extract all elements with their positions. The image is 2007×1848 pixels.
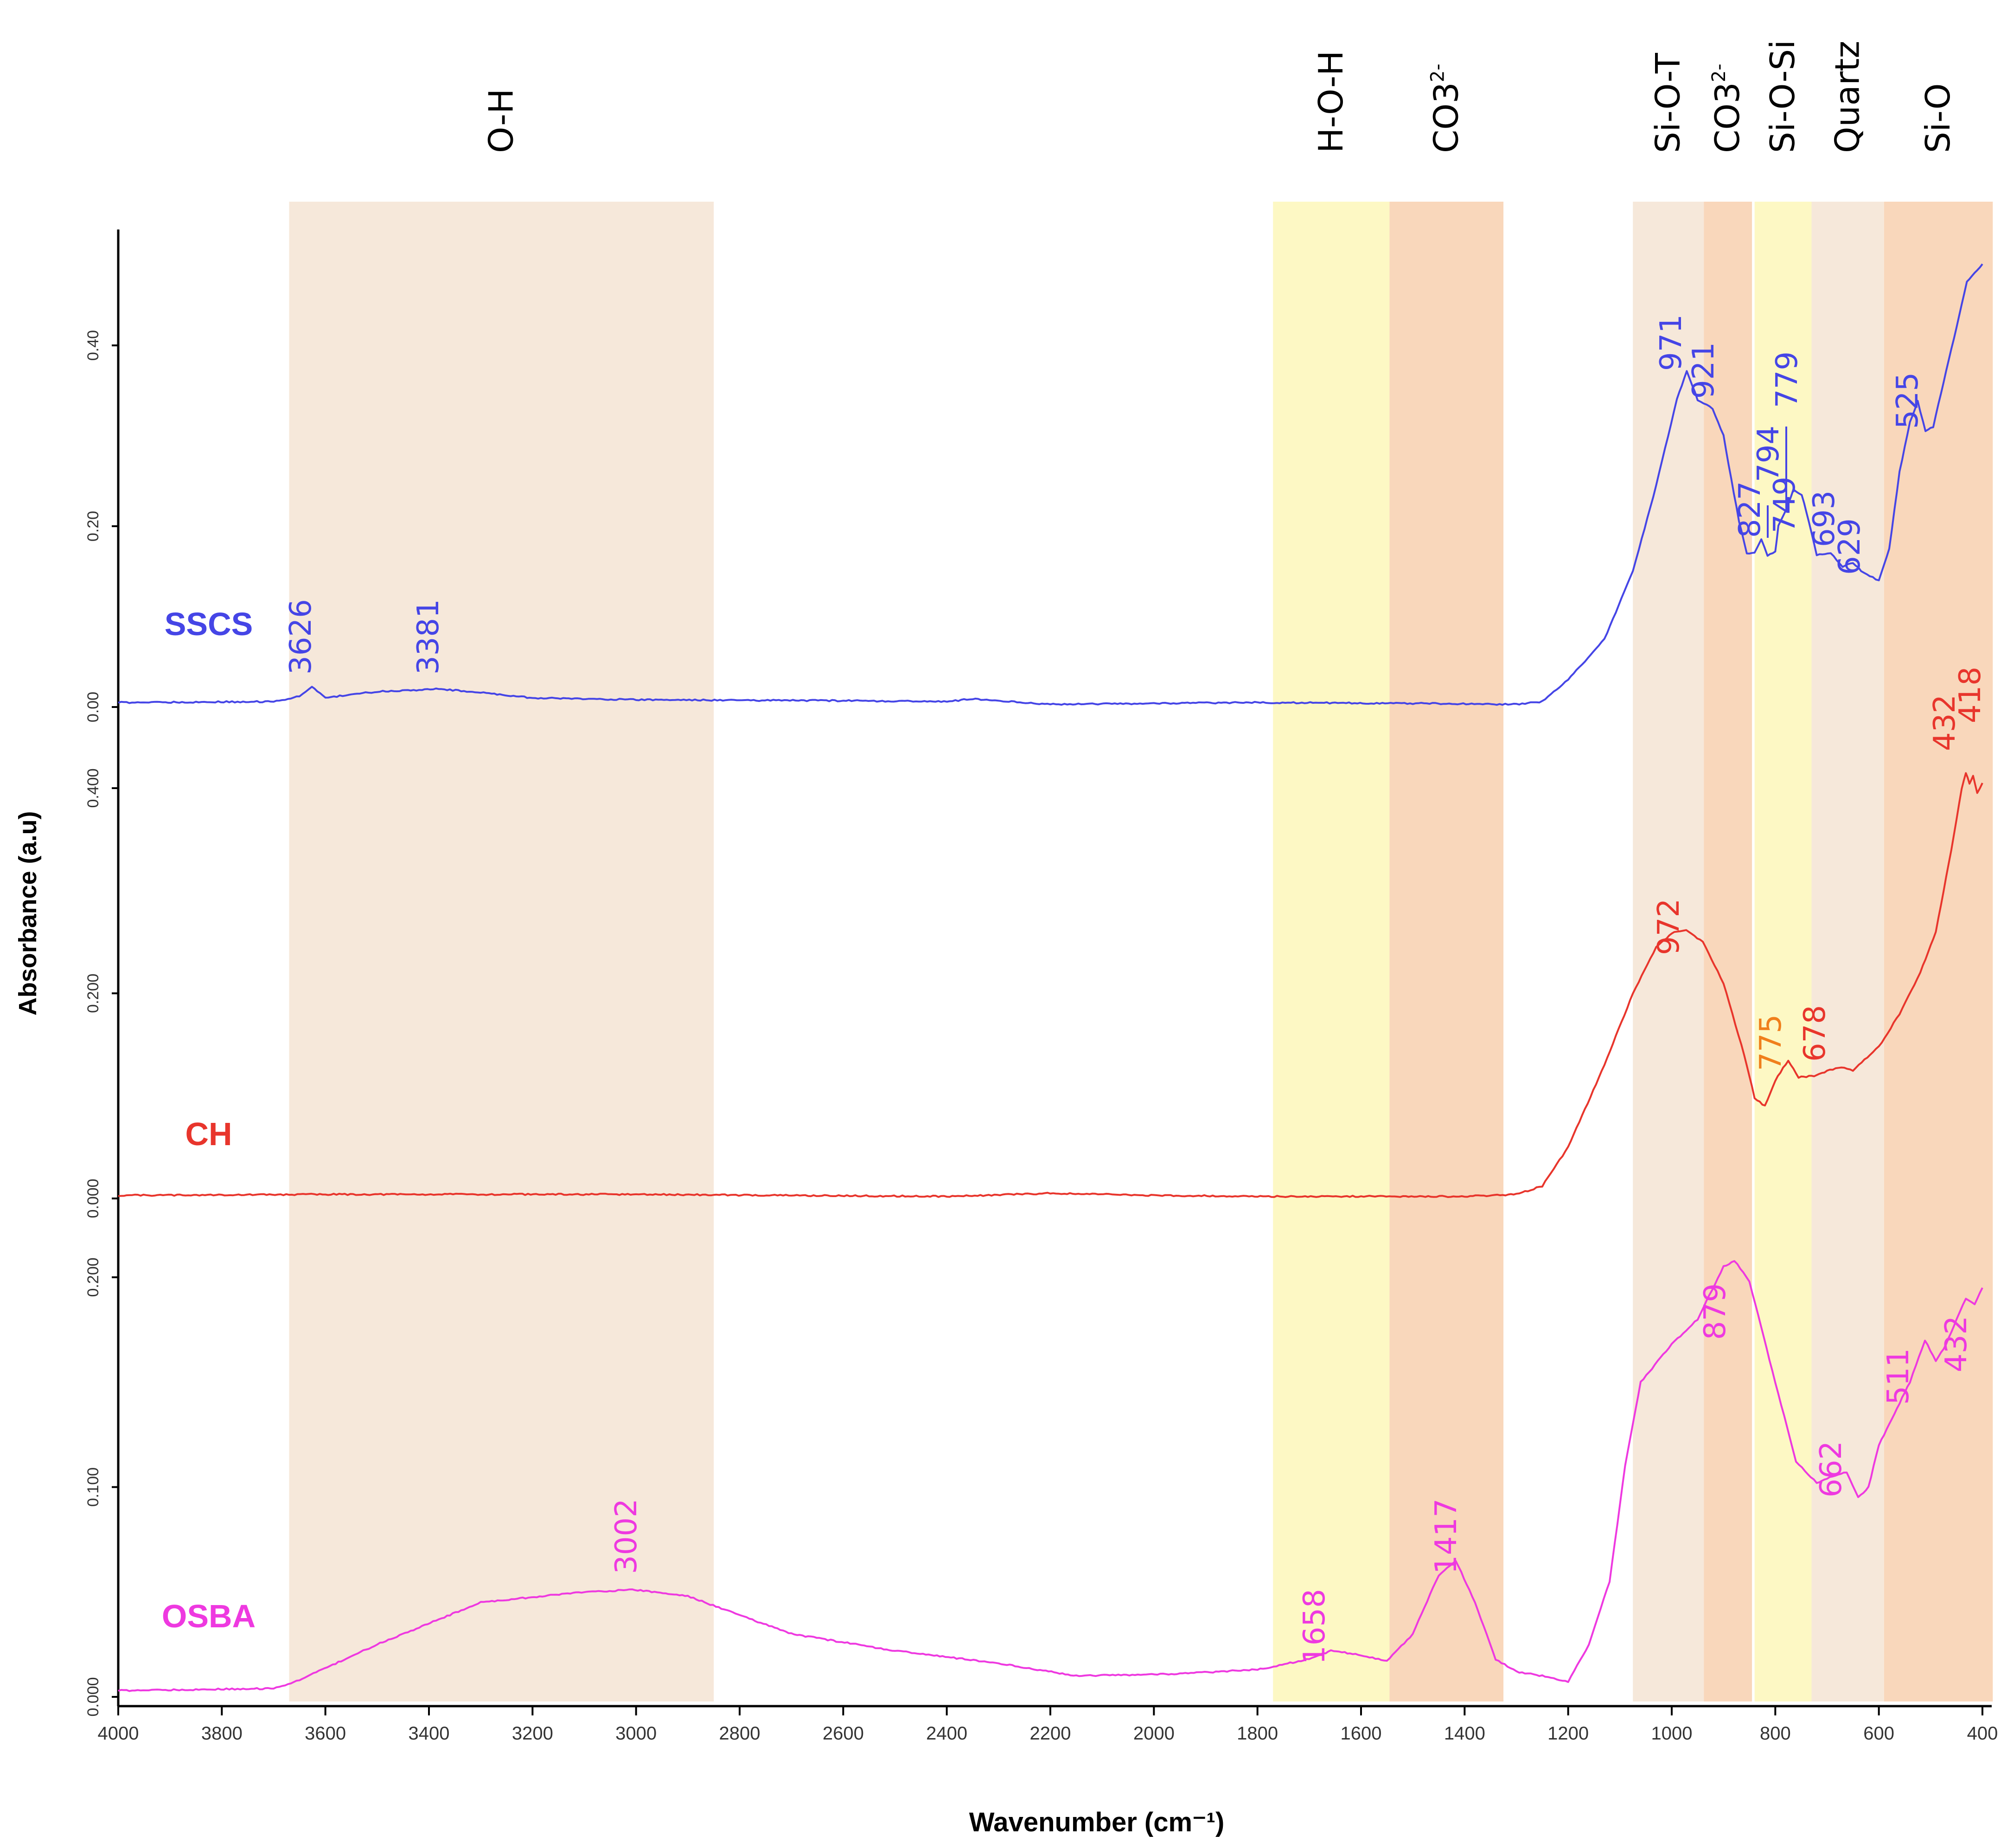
band-label-sup: 2-: [1427, 64, 1448, 82]
peak-label-SSCS-971: 971: [1654, 314, 1688, 371]
peak-label-SSCS-693: 693: [1807, 491, 1841, 547]
y-tick-label-OSBA-0.200: 0.200: [84, 1257, 102, 1297]
peak-label-OSBA-1658: 1658: [1298, 1589, 1332, 1664]
peak-label-OSBA-432: 432: [1939, 1316, 1974, 1372]
x-tick-label-3000: 3000: [615, 1723, 657, 1744]
peak-label-SSCS-794: 794: [1751, 426, 1786, 482]
axes-layer: 4000 3800 3600 3400 3200 3000 2800 2600 2400 2200…: [84, 229, 1998, 1744]
band-7: [1884, 202, 1993, 1701]
band-1: [1273, 202, 1390, 1701]
series-name-OSBA: OSBA: [162, 1598, 256, 1634]
band-label-1: H-O-H: [1311, 51, 1350, 153]
series-line-OSBA: [118, 1260, 1983, 1692]
series-line-CH: [118, 772, 1983, 1198]
x-tick-label-1200: 1200: [1547, 1723, 1589, 1744]
peak-label-CH-418: 418: [1953, 667, 1988, 723]
peak-label-CH-775: 775: [1754, 1014, 1788, 1071]
x-tick-label-1400: 1400: [1444, 1723, 1485, 1744]
peak-label-SSCS-921: 921: [1687, 342, 1721, 399]
peak-label-OSBA-3002: 3002: [609, 1498, 644, 1574]
band-label-3: Si-O-T: [1649, 52, 1687, 153]
band-0: [289, 202, 714, 1701]
x-tick-label-3600: 3600: [305, 1723, 346, 1744]
peak-label-SSCS-749: 749: [1768, 477, 1802, 533]
series-line-SSCS: [118, 263, 1983, 706]
y-tick-label-SSCS-0.20: 0.20: [84, 511, 102, 542]
band-5: [1754, 202, 1812, 1701]
band-3: [1633, 202, 1704, 1701]
band-label-sup: 2-: [1708, 64, 1730, 82]
x-tick-label-1600: 1600: [1341, 1723, 1382, 1744]
x-tick-label-3200: 3200: [512, 1723, 553, 1744]
peak-label-CH-972: 972: [1652, 899, 1686, 955]
peak-label-SSCS-3381: 3381: [411, 599, 446, 675]
y-tick-label-CH-0.400: 0.400: [84, 768, 102, 808]
band-6: [1811, 202, 1884, 1701]
y-tick-label-CH-0.000: 0.000: [84, 1179, 102, 1218]
x-tick-label-2200: 2200: [1030, 1723, 1071, 1744]
y-axis-title: Absorbance (a.u): [14, 811, 42, 1015]
y-tick-label-SSCS-0.00: 0.00: [84, 692, 102, 722]
peak-label-SSCS-827: 827: [1733, 481, 1767, 538]
band-label-7: Si-O: [1918, 83, 1957, 153]
peak-label-SSCS-3626: 3626: [284, 599, 318, 675]
peak-label-SSCS-779: 779: [1770, 351, 1804, 408]
band-4: [1704, 202, 1752, 1701]
x-tick-label-4000: 4000: [98, 1723, 139, 1744]
y-tick-label-OSBA-0.100: 0.100: [84, 1467, 102, 1507]
peak-label-OSBA-1417: 1417: [1429, 1498, 1464, 1574]
peak-label-OSBA-511: 511: [1881, 1348, 1916, 1405]
x-tick-label-3800: 3800: [201, 1723, 243, 1744]
series-layer: [118, 263, 1983, 1692]
band-2: [1389, 202, 1504, 1701]
band-label-5: Si-O-Si: [1763, 40, 1802, 153]
series-name-CH: CH: [185, 1116, 232, 1152]
x-tick-label-400: 400: [1967, 1723, 1998, 1744]
y-tick-label-SSCS-0.40: 0.40: [84, 330, 102, 361]
peak-label-OSBA-662: 662: [1814, 1441, 1848, 1498]
band-label-6: Quartz: [1828, 41, 1867, 153]
x-tick-label-3400: 3400: [409, 1723, 450, 1744]
y-tick-label-OSBA-0.000: 0.000: [84, 1677, 102, 1716]
peak-label-SSCS-525: 525: [1891, 372, 1925, 429]
x-tick-label-2600: 2600: [823, 1723, 864, 1744]
peak-label-SSCS-629: 629: [1833, 518, 1867, 575]
band-label-2: CO32-: [1426, 64, 1465, 153]
y-tick-label-CH-0.200: 0.200: [84, 974, 102, 1013]
x-axis-title: Wavenumber (cm⁻¹): [969, 1807, 1225, 1837]
x-tick-label-1000: 1000: [1651, 1723, 1693, 1744]
x-tick-label-2800: 2800: [719, 1723, 761, 1744]
band-label-0: O-H: [481, 89, 520, 153]
x-tick-label-600: 600: [1863, 1723, 1894, 1744]
peak-label-CH-678: 678: [1798, 1005, 1832, 1062]
x-tick-label-1800: 1800: [1237, 1723, 1278, 1744]
series-name-SSCS: SSCS: [165, 606, 253, 642]
band-label-4: CO32-: [1708, 64, 1747, 153]
peak-label-OSBA-879: 879: [1698, 1283, 1732, 1340]
peak-label-CH-432: 432: [1928, 695, 1962, 751]
x-tick-label-2400: 2400: [926, 1723, 967, 1744]
band-layer: O-H H-O-H CO32- Si-O-T CO32- Si-O-Si Quartz Si-…: [289, 40, 1993, 1701]
x-tick-label-2000: 2000: [1133, 1723, 1175, 1744]
x-tick-label-800: 800: [1760, 1723, 1791, 1744]
